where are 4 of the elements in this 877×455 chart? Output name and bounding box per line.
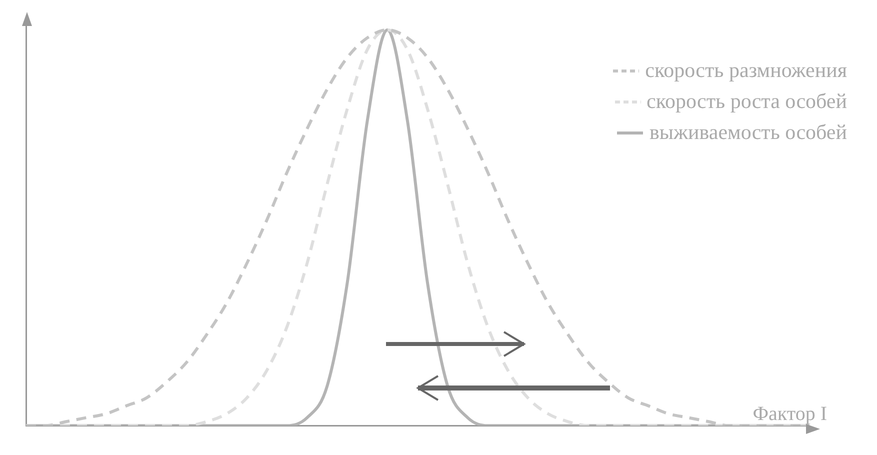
legend-label: скорость роста особей [646,89,847,114]
legend-label: выживаемость особей [649,120,847,145]
x-axis-title: Фактор I [752,403,827,426]
legend-label: скорость размножения [645,58,847,83]
